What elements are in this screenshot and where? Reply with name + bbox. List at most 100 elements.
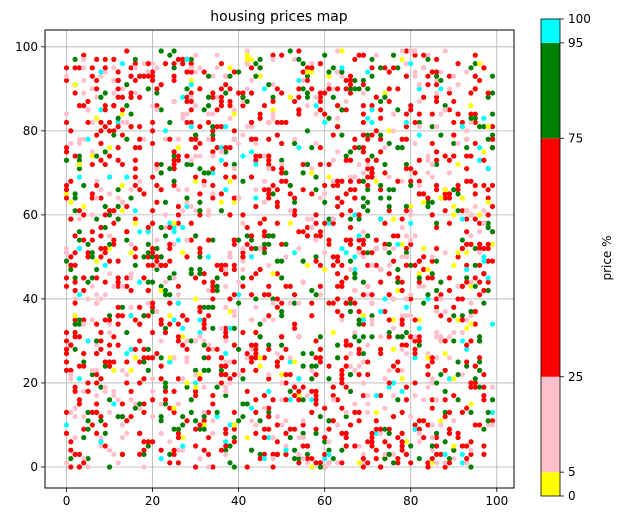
scatter-point — [266, 346, 272, 352]
scatter-point — [485, 199, 491, 205]
scatter-point — [253, 61, 259, 67]
scatter-point — [248, 447, 255, 453]
scatter-point — [373, 447, 379, 453]
scatter-point — [360, 77, 366, 84]
scatter-point — [283, 397, 289, 403]
scatter-point — [106, 191, 113, 197]
scatter-point — [227, 443, 233, 449]
scatter-point — [296, 388, 302, 394]
scatter-point — [343, 153, 349, 159]
scatter-point — [451, 187, 457, 193]
scatter-point — [442, 107, 448, 113]
scatter-point — [210, 136, 216, 142]
scatter-point — [240, 153, 246, 159]
scatter-point — [85, 409, 91, 415]
scatter-point — [175, 338, 181, 344]
scatter-point — [433, 430, 440, 436]
scatter-point — [94, 195, 100, 201]
scatter-point — [326, 447, 332, 453]
y-tick-label: 80 — [23, 124, 38, 138]
scatter-point — [322, 191, 328, 197]
scatter-point — [438, 77, 444, 84]
scatter-point — [347, 208, 354, 214]
scatter-point — [408, 203, 414, 210]
scatter-point — [201, 321, 207, 327]
scatter-point — [296, 86, 302, 92]
scatter-point — [266, 409, 272, 415]
scatter-point — [76, 65, 83, 71]
scatter-point — [98, 73, 104, 79]
scatter-point — [171, 182, 177, 189]
scatter-point — [81, 460, 87, 466]
scatter-point — [378, 308, 384, 315]
scatter-point — [313, 392, 319, 399]
scatter-point — [119, 304, 126, 310]
scatter-point — [205, 254, 212, 260]
scatter-point — [489, 136, 496, 142]
scatter-point — [309, 191, 315, 197]
scatter-point — [369, 439, 375, 445]
scatter-point — [115, 145, 121, 151]
scatter-point — [210, 166, 216, 172]
scatter-point — [94, 300, 100, 306]
scatter-point — [300, 443, 306, 449]
grid-lines — [45, 30, 514, 488]
scatter-point — [137, 187, 143, 193]
scatter-point — [119, 413, 126, 420]
scatter-point — [304, 73, 311, 79]
scatter-point — [334, 115, 341, 121]
scatter-point — [124, 359, 130, 365]
scatter-point — [343, 77, 349, 84]
scatter-point — [455, 111, 461, 117]
scatter-point — [63, 430, 70, 436]
scatter-point — [395, 460, 401, 466]
scatter-point — [464, 128, 470, 134]
scatter-point — [472, 52, 478, 58]
scatter-point — [472, 140, 478, 147]
scatter-point — [481, 254, 487, 260]
scatter-point — [283, 178, 289, 184]
scatter-point — [309, 61, 315, 67]
scatter-point — [171, 224, 177, 231]
scatter-point — [296, 111, 302, 117]
scatter-point — [464, 229, 470, 235]
scatter-point — [141, 464, 147, 470]
scatter-point — [175, 460, 181, 466]
scatter-point — [94, 430, 100, 436]
scatter-point — [300, 77, 306, 84]
scatter-point — [429, 380, 435, 386]
scatter-point — [425, 153, 431, 159]
scatter-point — [382, 451, 388, 457]
scatter-point — [399, 439, 405, 445]
scatter-point — [162, 262, 169, 268]
scatter-point — [149, 388, 156, 394]
colorbar-tick-label: 95 — [568, 36, 583, 50]
scatter-point — [347, 296, 354, 302]
scatter-point — [171, 220, 177, 226]
scatter-point — [244, 224, 250, 231]
scatter-point — [162, 224, 169, 231]
scatter-point — [76, 140, 83, 147]
scatter-point — [433, 56, 440, 63]
scatter-point — [115, 115, 121, 121]
scatter-point — [106, 233, 113, 239]
scatter-point — [459, 317, 465, 323]
scatter-point — [412, 380, 418, 386]
scatter-point — [231, 136, 237, 142]
scatter-point — [154, 262, 160, 268]
scatter-point — [317, 90, 323, 96]
scatter-point — [240, 275, 246, 281]
scatter-point — [382, 145, 388, 151]
scatter-point — [322, 250, 328, 256]
scatter-point — [201, 325, 207, 331]
scatter-point — [227, 250, 233, 256]
scatter-point — [201, 367, 207, 373]
scatter-point — [201, 69, 207, 75]
scatter-point — [425, 199, 431, 205]
scatter-point — [369, 174, 375, 180]
scatter-point — [184, 187, 190, 193]
scatter-point — [322, 199, 328, 205]
scatter-point — [128, 124, 134, 130]
scatter-point — [403, 329, 410, 336]
scatter-point — [188, 56, 194, 63]
